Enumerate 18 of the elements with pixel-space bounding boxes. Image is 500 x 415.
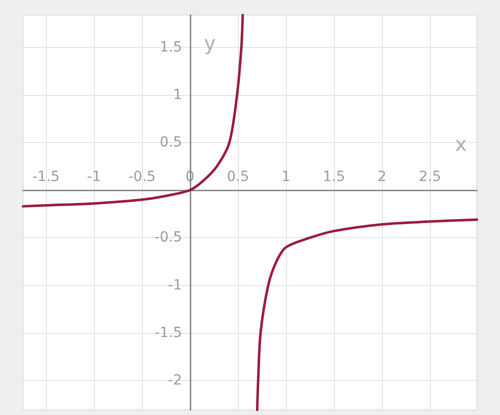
y-tick-label: 1	[173, 86, 182, 103]
x-tick-label: 2.5	[418, 169, 442, 186]
y-tick-label: 1.5	[160, 39, 182, 56]
x-axis-title: x	[455, 132, 467, 156]
y-tick-label: -1.5	[154, 324, 182, 341]
y-tick-label: -2	[168, 372, 182, 388]
y-tick-label: 0.5	[160, 134, 182, 151]
x-tick-label: -0.5	[128, 169, 156, 186]
x-tick-label: 2	[378, 169, 386, 186]
line-series	[256, 218, 478, 412]
y-axis-title: y	[204, 31, 216, 55]
x-tick-label: -1	[87, 169, 102, 186]
y-tick-label: -0.5	[154, 230, 182, 246]
x-tick-label: 1	[282, 169, 290, 186]
x-tick-label: -1.5	[32, 169, 60, 186]
x-tick-label: 0.5	[226, 169, 250, 186]
y-tick-label: -1	[168, 277, 182, 294]
x-tick-label: 1.5	[322, 169, 346, 186]
